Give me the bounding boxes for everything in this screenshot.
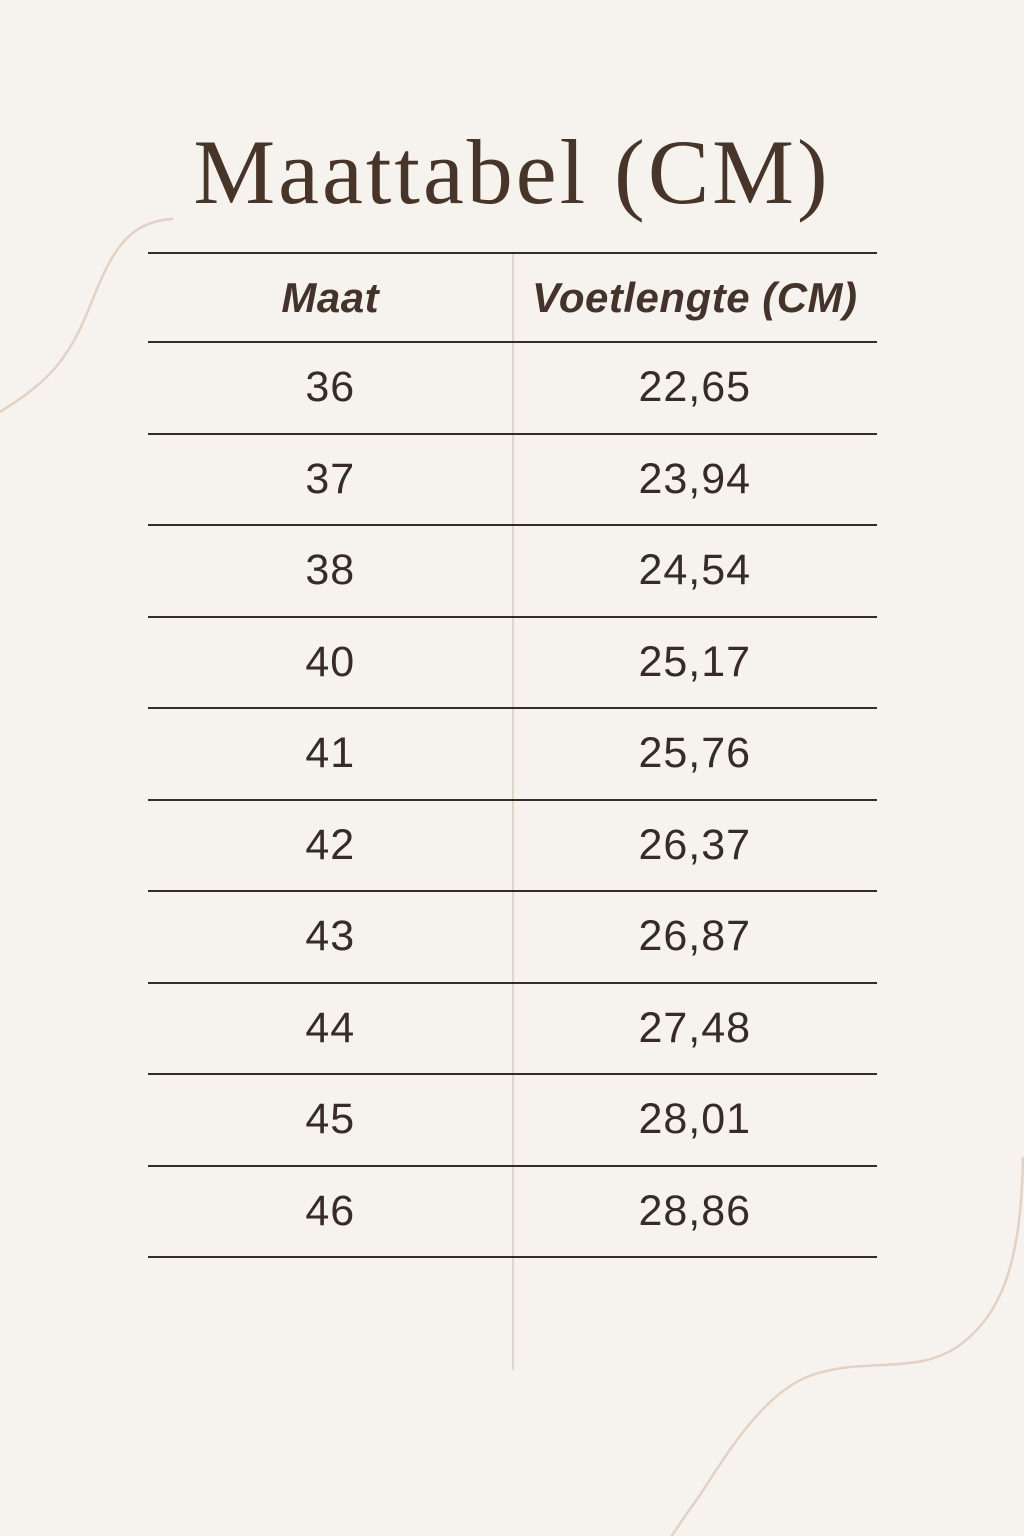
table-row: 42 26,37 — [148, 801, 877, 892]
size-cell: 38 — [305, 546, 356, 595]
length-cell: 28,01 — [638, 1095, 752, 1144]
table-row: 45 28,01 — [148, 1075, 877, 1167]
table-row: 44 27,48 — [148, 984, 877, 1075]
column-divider-line — [512, 252, 514, 1370]
table-header-row: Maat Voetlengte (CM) — [148, 254, 877, 343]
length-cell: 24,54 — [638, 546, 752, 595]
length-cell: 22,65 — [638, 363, 752, 412]
column-header-foot-length: Voetlengte (CM) — [531, 273, 858, 321]
table-row: 41 25,76 — [148, 709, 877, 801]
column-header-size: Maat — [281, 273, 380, 321]
table-row: 40 25,17 — [148, 618, 877, 709]
size-cell: 41 — [305, 729, 356, 778]
length-cell: 23,94 — [638, 454, 752, 503]
table-row: 46 28,86 — [148, 1167, 877, 1258]
top-left-curve-line — [0, 217, 174, 414]
size-cell: 36 — [305, 363, 356, 412]
size-table: Maat Voetlengte (CM) 36 22,65 37 23,94 3… — [148, 252, 877, 1258]
size-cell: 37 — [305, 454, 356, 503]
size-cell: 44 — [305, 1003, 356, 1052]
size-cell: 42 — [305, 820, 356, 869]
size-cell: 43 — [305, 912, 356, 961]
length-cell: 27,48 — [638, 1003, 752, 1052]
length-cell: 26,37 — [638, 820, 752, 869]
size-cell: 40 — [305, 637, 356, 686]
length-cell: 25,76 — [638, 729, 752, 778]
length-cell: 28,86 — [638, 1186, 752, 1235]
length-cell: 25,17 — [638, 637, 752, 686]
page-title: Maattabel (CM) — [193, 121, 831, 223]
table-row: 37 23,94 — [148, 435, 877, 526]
size-cell: 45 — [305, 1095, 356, 1144]
table-row: 43 26,87 — [148, 892, 877, 984]
size-cell: 46 — [305, 1186, 356, 1235]
bottom-right-curve-line — [670, 1156, 1024, 1536]
table-row: 38 24,54 — [148, 526, 877, 618]
length-cell: 26,87 — [638, 912, 752, 961]
table-row: 36 22,65 — [148, 343, 877, 435]
